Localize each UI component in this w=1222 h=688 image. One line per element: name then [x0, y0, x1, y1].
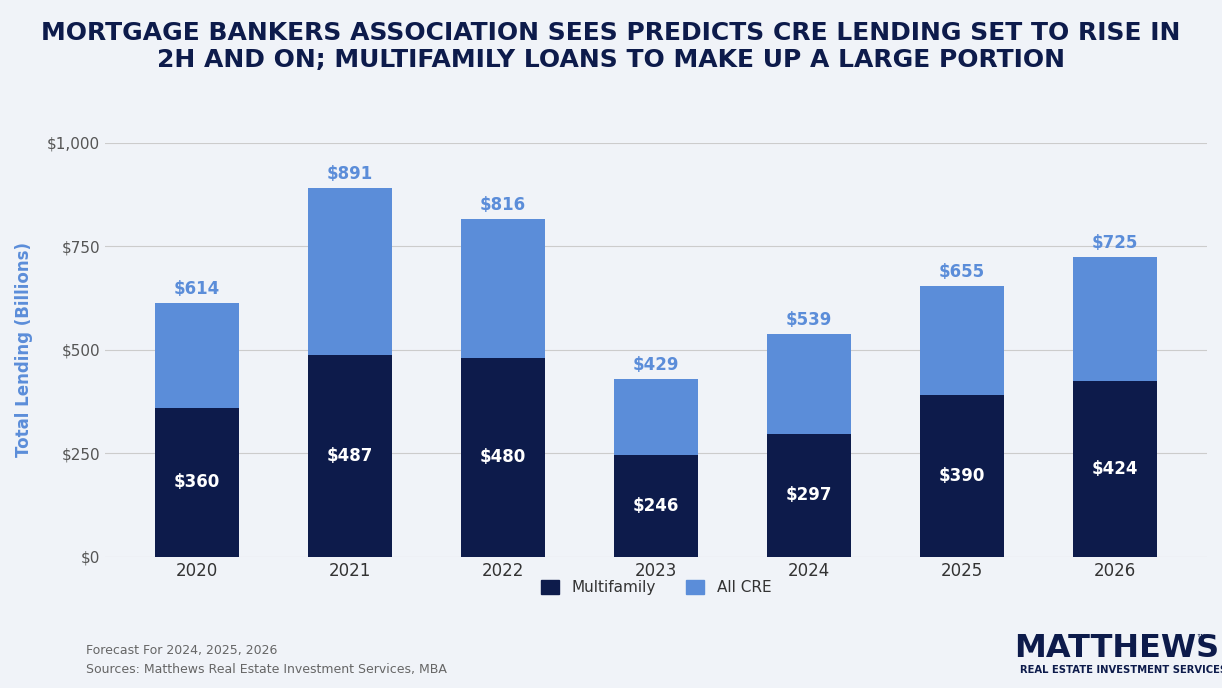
Bar	[613, 455, 698, 557]
Text: MATTHEWS: MATTHEWS	[1014, 632, 1220, 664]
Text: $539: $539	[786, 311, 832, 329]
Bar	[1073, 381, 1157, 557]
Bar	[767, 434, 851, 557]
Bar	[920, 286, 1004, 396]
Bar	[155, 408, 238, 557]
Bar	[461, 358, 545, 557]
Text: $246: $246	[633, 497, 679, 515]
Text: $891: $891	[326, 165, 373, 183]
Text: $429: $429	[633, 356, 679, 374]
Legend: Multifamily, All CRE: Multifamily, All CRE	[533, 572, 778, 603]
Text: $424: $424	[1092, 460, 1139, 478]
Bar	[920, 396, 1004, 557]
Text: $360: $360	[174, 473, 220, 491]
Text: $480: $480	[480, 449, 525, 466]
Text: MORTGAGE BANKERS ASSOCIATION SEES PREDICTS CRE LENDING SET TO RISE IN
2H AND ON;: MORTGAGE BANKERS ASSOCIATION SEES PREDIC…	[42, 21, 1180, 72]
Text: $725: $725	[1092, 234, 1139, 252]
Bar	[461, 219, 545, 358]
Text: $614: $614	[174, 279, 220, 298]
Y-axis label: Total Lending (Billions): Total Lending (Billions)	[15, 242, 33, 458]
Text: $297: $297	[786, 486, 832, 504]
Text: $487: $487	[326, 447, 373, 465]
Bar	[308, 188, 392, 355]
Text: Forecast For 2024, 2025, 2026: Forecast For 2024, 2025, 2026	[86, 644, 277, 657]
Bar	[613, 379, 698, 455]
Text: REAL ESTATE INVESTMENT SERVICES: REAL ESTATE INVESTMENT SERVICES	[1020, 665, 1222, 675]
Text: $655: $655	[938, 263, 985, 281]
Bar	[155, 303, 238, 408]
Text: ™: ™	[1195, 634, 1206, 643]
Text: $816: $816	[480, 196, 525, 214]
Text: $390: $390	[938, 467, 985, 485]
Bar	[767, 334, 851, 434]
Text: Sources: Matthews Real Estate Investment Services, MBA: Sources: Matthews Real Estate Investment…	[86, 663, 446, 676]
Bar	[1073, 257, 1157, 381]
Bar	[308, 355, 392, 557]
